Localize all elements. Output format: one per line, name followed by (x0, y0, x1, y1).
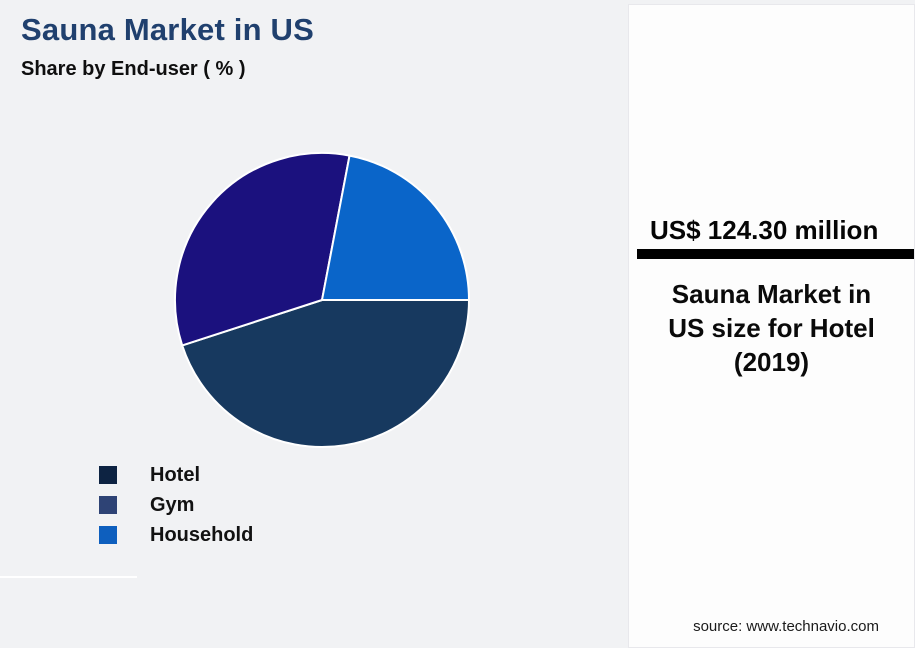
legend-item-gym: Gym (99, 493, 253, 516)
legend-label: Gym (150, 493, 195, 516)
chart-legend: Hotel Gym Household (99, 463, 254, 556)
source-credit: source: www.technavio.com (693, 618, 879, 635)
legend-swatch-icon (99, 526, 117, 544)
legend-item-hotel: Hotel (99, 463, 253, 486)
caption-line: Sauna Market in (671, 279, 872, 309)
stat-card: US$ 124.30 million Sauna Market in US si… (628, 4, 915, 648)
page-title: Sauna Market in US (21, 12, 315, 47)
legend-swatch-icon (99, 496, 117, 514)
stat-caption: Sauna Market in US size for Hotel (2019) (629, 277, 914, 379)
legend-label: Hotel (150, 463, 200, 486)
legend-item-household: Household (99, 523, 254, 546)
chart-subtitle: Share by End-user ( % ) (21, 58, 246, 80)
pie-slice-hotel (181, 299, 470, 448)
legend-swatch-icon (99, 466, 117, 484)
pie-chart (174, 152, 470, 448)
divider-line (0, 576, 137, 578)
legend-label: Household (150, 523, 254, 546)
caption-line: US size for Hotel (668, 313, 875, 343)
stat-value: US$ 124.30 million (650, 215, 879, 245)
divider-bar (637, 249, 914, 259)
pie-slice-gym (174, 152, 351, 347)
caption-line: (2019) (733, 347, 810, 377)
pie-slice-household (321, 154, 470, 301)
